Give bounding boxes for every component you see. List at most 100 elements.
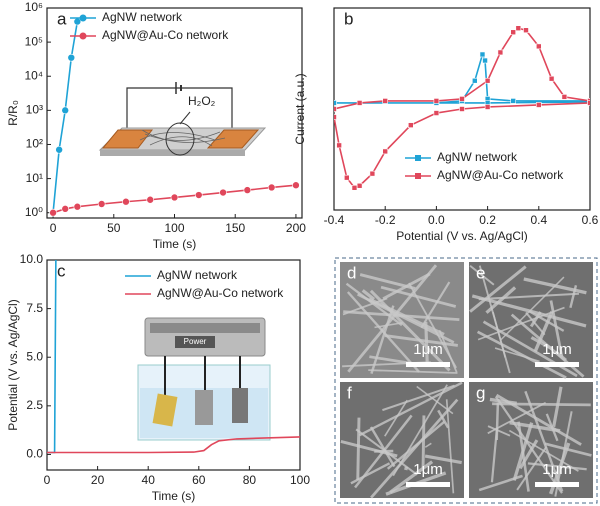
x-tick-label: 150 [225,221,245,235]
point [382,98,389,104]
point [334,100,337,106]
point [67,53,76,62]
nanowire [370,398,459,499]
scale-bar [535,362,579,367]
nanowire [369,426,396,468]
legend-marker [79,14,87,22]
point [61,106,70,115]
nanowire [516,446,548,491]
x-tick-label: 0.2 [479,213,496,227]
legend-label: AgNW network [102,10,183,24]
nanowire [350,462,391,485]
nanowire [386,420,446,470]
x-axis-label: Time (s) [153,237,197,251]
legend-label: AgNW@Au-Co network [102,28,229,42]
point [535,102,542,108]
plot-frame [46,7,303,219]
x-tick-label: 0.6 [582,213,599,227]
point [356,182,363,189]
point [497,49,504,56]
panel-label: b [344,9,353,28]
nanowire [494,395,563,494]
point [351,184,358,191]
point [334,106,337,112]
point [49,208,57,217]
series-line [47,260,57,454]
scale-label: 1μm [413,461,442,478]
y-tick-label: 10³ [26,103,43,117]
nanowire [437,409,450,429]
point [336,142,342,149]
panel-label: f [347,383,352,402]
nanowire [527,462,587,471]
nanowire [368,369,458,374]
point [407,122,414,128]
x-tick-label: 100 [290,473,310,487]
point [535,43,542,50]
x-tick-label: -0.2 [375,213,396,227]
nanowire [358,381,463,437]
nanowire [384,399,408,437]
x-tick-label: 200 [286,221,306,235]
scale-label: 1μm [542,341,571,358]
point [61,205,70,213]
nanowire [476,330,567,379]
nanowire [485,286,517,314]
y-axis-label: Current (a.u.) [293,73,307,144]
point [267,183,276,192]
nanowire [424,442,432,448]
nanowire [495,393,582,446]
point [523,27,529,34]
point [471,77,478,84]
nanowire [509,420,561,433]
panel-label: a [57,9,67,28]
nanowire [478,474,523,492]
x-tick-label: 100 [164,221,184,235]
nanowire [499,276,565,341]
schematic-c [137,317,271,441]
scale-bar [406,362,450,367]
schematic-a [98,82,267,156]
scale-bar [535,482,579,487]
point [243,186,252,194]
point [484,77,491,84]
point [170,193,179,202]
y-axis-label: R/R₀ [6,100,20,126]
x-tick-label: 0 [50,221,57,235]
panel-label: d [347,263,356,282]
nanowire [533,311,554,353]
nanowire [552,386,563,428]
y-tick-label: 10⁴ [24,68,43,82]
series-line [52,21,79,213]
x-tick-label: 0.0 [428,213,445,227]
x-tick-label: -0.4 [324,213,345,227]
nanowire [357,293,455,344]
series-line [47,436,300,454]
x-tick-label: 0.4 [530,213,547,227]
point [482,57,488,64]
legend-marker [415,173,421,179]
point [73,202,82,211]
point [479,51,486,58]
y-tick-label: 10⁰ [25,205,43,219]
panel-label: g [476,383,485,402]
point [484,104,491,110]
nanowire [549,300,564,358]
point [219,188,227,197]
legend-label: AgNW@Au-Co network [157,286,284,300]
nanowire [380,285,457,308]
x-tick-label: 0 [44,473,51,487]
nanowire [346,291,420,373]
point [548,75,555,82]
legend-marker [79,32,87,40]
nanowire [524,390,564,492]
point [194,191,203,199]
x-tick-label: 40 [142,473,156,487]
point [433,98,440,104]
nanowire [356,417,361,480]
nanowire [345,282,403,327]
point [510,98,517,104]
sem-frame [334,257,598,504]
scale-label: 1μm [542,461,571,478]
